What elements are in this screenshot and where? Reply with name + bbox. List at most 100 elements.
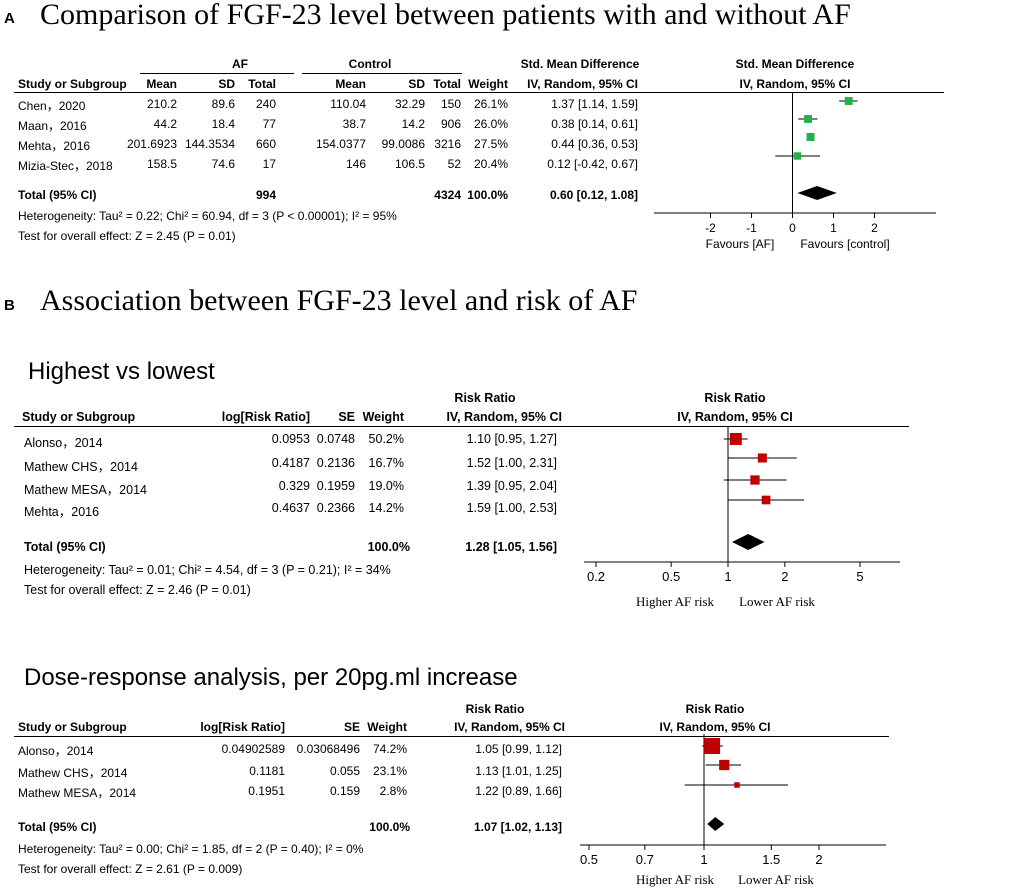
col-plot-ci: IV, Random, 95% CI bbox=[677, 410, 793, 424]
pooled-diamond bbox=[707, 817, 725, 831]
x-axis-tick-label: 0.5 bbox=[662, 569, 680, 584]
se: 0.03068496 bbox=[296, 742, 360, 756]
weight: 2.8% bbox=[379, 784, 407, 798]
heterogeneity-text: Heterogeneity: Tau² = 0.22; Chi² = 60.94… bbox=[18, 209, 397, 223]
forest-plot-b1: 0.2 0.5 1 2 5 bbox=[584, 426, 900, 584]
rr-table-header: Risk Ratio bbox=[454, 391, 516, 405]
weight: 23.1% bbox=[372, 764, 407, 778]
weight: 16.7% bbox=[368, 456, 404, 470]
point-estimate-marker bbox=[734, 782, 740, 788]
col-log-rr: log[Risk Ratio] bbox=[221, 410, 310, 424]
col-af-sd: SD bbox=[218, 77, 235, 91]
x-axis-tick-label: 1 bbox=[700, 852, 707, 867]
lower-af-risk-label: Lower AF risk bbox=[738, 872, 814, 887]
log-rr: 0.0953 bbox=[271, 432, 310, 446]
col-se: SE bbox=[343, 720, 360, 734]
rr-plot-header: Risk Ratio bbox=[685, 702, 745, 716]
ci-text: 1.39 [0.95, 2.04] bbox=[466, 479, 557, 493]
ci-text: 0.12 [-0.42, 0.67] bbox=[547, 157, 638, 171]
col-ci: IV, Random, 95% CI bbox=[527, 77, 638, 91]
heterogeneity-text: Heterogeneity: Tau² = 0.00; Chi² = 1.85,… bbox=[18, 842, 364, 856]
control-total: 3216 bbox=[434, 137, 461, 151]
control-total: 150 bbox=[440, 97, 461, 111]
se: 0.2136 bbox=[316, 456, 355, 470]
af-mean: 44.2 bbox=[153, 117, 177, 131]
control-mean: 154.0377 bbox=[315, 137, 366, 151]
col-weight: Weight bbox=[468, 77, 508, 91]
log-rr: 0.329 bbox=[278, 479, 310, 493]
higher-af-risk-label: Higher AF risk bbox=[636, 872, 714, 887]
se: 0.159 bbox=[329, 784, 360, 798]
higher-af-risk-label: Higher AF risk bbox=[636, 594, 714, 609]
control-group-header: Control bbox=[348, 57, 392, 71]
af-mean: 201.6923 bbox=[126, 137, 177, 151]
weight: 26.1% bbox=[473, 97, 508, 111]
x-axis-tick-label: 2 bbox=[815, 852, 822, 867]
weight: 19.0% bbox=[368, 479, 404, 493]
x-axis-tick-label: 1 bbox=[830, 221, 837, 235]
x-axis-tick-label: -1 bbox=[746, 221, 757, 235]
study-name: Alonso，2014 bbox=[24, 436, 103, 450]
point-estimate-marker bbox=[804, 115, 813, 123]
control-sd: 106.5 bbox=[394, 157, 425, 171]
forest-plot-b2: 0.5 0.7 1 1.5 2 bbox=[580, 734, 886, 867]
ci-text: 1.52 [1.00, 2.31] bbox=[466, 456, 557, 470]
col-plot-ci: IV, Random, 95% CI bbox=[739, 77, 851, 91]
control-mean: 38.7 bbox=[342, 117, 366, 131]
log-rr: 0.4637 bbox=[271, 501, 310, 515]
af-group-header: AF bbox=[232, 57, 248, 71]
overall-effect-text: Test for overall effect: Z = 2.46 (P = 0… bbox=[24, 583, 251, 597]
af-sd: 18.4 bbox=[211, 117, 235, 131]
col-study: Study or Subgroup bbox=[22, 410, 136, 424]
log-rr: 0.1181 bbox=[249, 764, 285, 778]
control-total: 906 bbox=[440, 117, 461, 131]
point-estimate-marker bbox=[793, 152, 802, 160]
af-total: 17 bbox=[262, 157, 276, 171]
se: 0.2366 bbox=[316, 501, 355, 515]
control-mean: 110.04 bbox=[330, 97, 366, 111]
rr-plot-header: Risk Ratio bbox=[704, 391, 766, 405]
control-mean: 146 bbox=[345, 157, 366, 171]
col-c-mean: Mean bbox=[335, 77, 366, 91]
se: 0.1959 bbox=[316, 479, 355, 493]
total-ci-text: 1.07 [1.02, 1.13] bbox=[473, 820, 562, 834]
ci-text: 1.05 [0.99, 1.12] bbox=[475, 742, 562, 756]
col-weight: Weight bbox=[367, 720, 407, 734]
point-estimate-marker bbox=[844, 97, 853, 105]
study-name: Mathew MESA，2014 bbox=[18, 786, 137, 800]
total-ci-text: 1.28 [1.05, 1.56] bbox=[465, 540, 557, 554]
point-estimate-marker bbox=[757, 453, 767, 463]
ci-text: 1.37 [1.14, 1.59] bbox=[551, 97, 638, 111]
se: 0.0748 bbox=[316, 432, 355, 446]
col-log-rr: log[Risk Ratio] bbox=[200, 720, 285, 734]
point-estimate-marker bbox=[719, 759, 730, 771]
favours-left-label: Favours [AF] bbox=[705, 237, 775, 251]
pooled-diamond bbox=[797, 186, 837, 200]
panel-letter-a: A bbox=[4, 10, 15, 27]
weight: 20.4% bbox=[473, 157, 508, 171]
study-name: Mizia-Stec，2018 bbox=[18, 159, 113, 173]
control-sd: 99.0086 bbox=[381, 137, 425, 151]
x-axis-tick-label: 0.2 bbox=[587, 569, 605, 584]
total-weight: 100.0% bbox=[369, 820, 410, 834]
forest-plot-a: -2 -1 0 1 2 bbox=[654, 93, 936, 235]
log-rr: 0.04902589 bbox=[221, 742, 285, 756]
x-axis-tick-label: 0 bbox=[789, 221, 796, 235]
study-name: Mehta，2016 bbox=[24, 505, 100, 519]
smd-plot-header: Std. Mean Difference bbox=[735, 57, 855, 71]
rr-table-header: Risk Ratio bbox=[465, 702, 525, 716]
total-label: Total (95% CI) bbox=[18, 820, 97, 834]
col-se: SE bbox=[338, 410, 355, 424]
study-name: Mathew CHS，2014 bbox=[18, 766, 128, 780]
x-axis-tick-label: 2 bbox=[871, 221, 878, 235]
weight: 50.2% bbox=[368, 432, 404, 446]
col-weight: Weight bbox=[362, 410, 404, 424]
ci-text: 0.44 [0.36, 0.53] bbox=[551, 137, 638, 151]
study-name: Mathew MESA，2014 bbox=[24, 483, 147, 497]
study-name: Alonso，2014 bbox=[18, 744, 94, 758]
overall-effect-text: Test for overall effect: Z = 2.61 (P = 0… bbox=[18, 862, 243, 876]
af-total: 240 bbox=[255, 97, 276, 111]
col-study: Study or Subgroup bbox=[18, 720, 127, 734]
study-name: Mehta，2016 bbox=[18, 139, 91, 153]
total-label: Total (95% CI) bbox=[18, 188, 97, 202]
